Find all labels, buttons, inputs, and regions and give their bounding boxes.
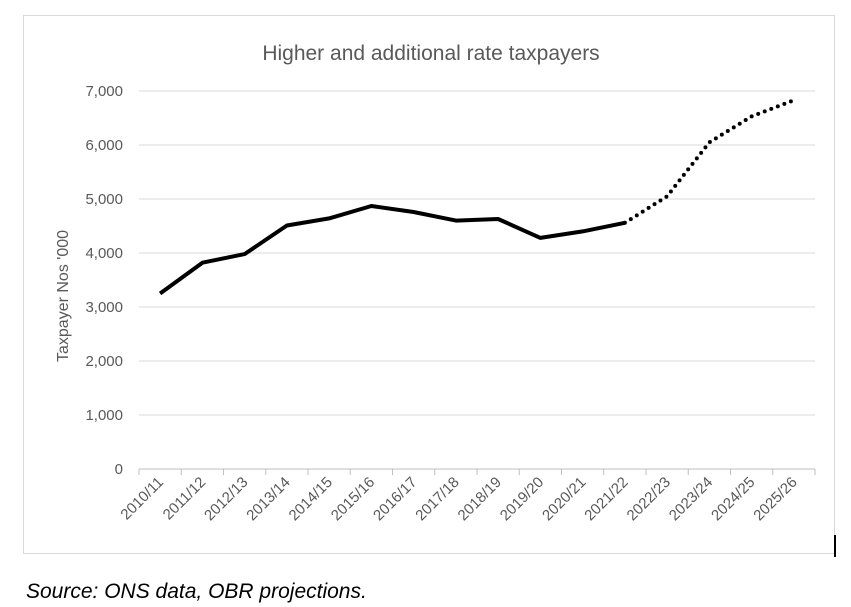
chart-frame: Higher and additional rate taxpayers Tax…: [23, 15, 835, 554]
y-tick-label: 6,000: [85, 137, 123, 154]
x-tick-label: 2017/18: [412, 474, 462, 524]
x-tick-label: 2016/17: [370, 474, 420, 524]
series-lines: [158, 98, 796, 296]
x-tick-label: 2010/11: [117, 474, 167, 524]
x-axis: [138, 468, 816, 475]
y-tick-label: 5,000: [85, 191, 123, 208]
y-axis-ticks: 0 1,000 2,000 3,000 4,000 5,000 6,000 7,000: [85, 83, 123, 478]
x-tick-label: 2022/23: [624, 474, 674, 524]
y-tick-label: 0: [115, 461, 123, 478]
x-tick-label: 2015/16: [328, 474, 378, 524]
y-tick-label: 1,000: [85, 407, 123, 424]
x-tick-label: 2014/15: [286, 474, 336, 524]
x-tick-label: 2021/22: [581, 474, 631, 524]
line-chart: Higher and additional rate taxpayers Tax…: [55, 42, 816, 524]
x-tick-label: 2012/13: [201, 474, 251, 524]
y-tick-label: 3,000: [85, 299, 123, 316]
x-tick-label: 2011/12: [160, 474, 210, 524]
x-tick-label: 2024/25: [708, 474, 758, 524]
source-note: Source: ONS data, OBR projections.: [26, 580, 367, 603]
y-tick-label: 2,000: [85, 353, 123, 370]
x-tick-label: 2023/24: [666, 474, 716, 524]
gridlines: [139, 90, 815, 416]
chart-title: Higher and additional rate taxpayers: [262, 42, 599, 65]
x-tick-label: 2018/19: [455, 474, 505, 524]
x-tick-label: 2019/20: [497, 474, 547, 524]
y-tick-label: 7,000: [85, 83, 123, 100]
x-axis-ticks: 2010/112011/122012/132013/142014/152015/…: [117, 474, 800, 524]
x-tick-label: 2013/14: [243, 474, 293, 524]
frame-edge-mark: [834, 535, 836, 557]
x-tick-label: 2025/26: [750, 474, 800, 524]
y-axis-label: Taxpayer Nos '000: [55, 230, 72, 362]
actual-line: [158, 204, 626, 296]
x-tick-label: 2020/21: [539, 474, 589, 524]
y-tick-label: 4,000: [85, 245, 123, 262]
projection-line: [622, 98, 796, 225]
